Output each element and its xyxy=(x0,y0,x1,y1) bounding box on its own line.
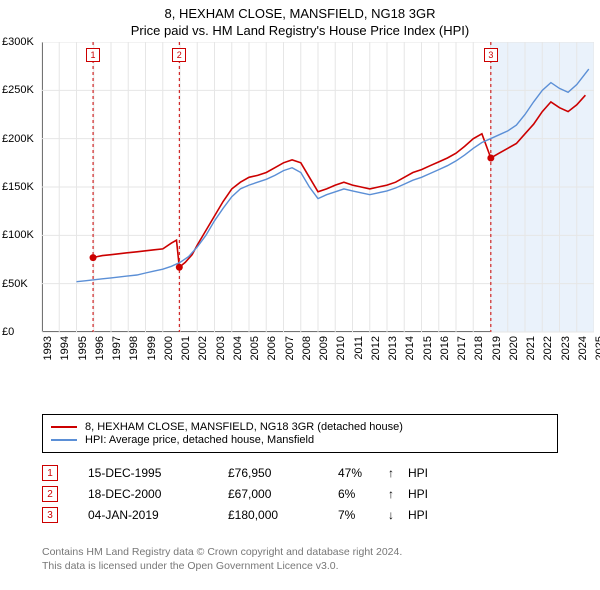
footer-line1: Contains HM Land Registry data © Crown c… xyxy=(42,545,558,559)
sale-hpi-label: HPI xyxy=(408,466,428,480)
y-tick-label: £300K xyxy=(2,36,34,48)
legend-label: HPI: Average price, detached house, Mans… xyxy=(85,434,314,446)
sale-marker-badge: 2 xyxy=(172,48,186,62)
y-tick-label: £50K xyxy=(2,278,28,290)
sale-direction-icon: ↓ xyxy=(388,508,408,522)
legend-swatch xyxy=(51,439,77,441)
x-tick-label: 2025 xyxy=(594,336,600,360)
y-tick-label: £150K xyxy=(2,181,34,193)
footer-line2: This data is licensed under the Open Gov… xyxy=(42,559,558,573)
sale-price: £76,950 xyxy=(228,466,338,480)
sale-pct: 7% xyxy=(338,508,388,522)
sale-date: 04-JAN-2019 xyxy=(88,508,228,522)
legend-box: 8, HEXHAM CLOSE, MANSFIELD, NG18 3GR (de… xyxy=(42,414,558,453)
sale-marker-dot xyxy=(176,264,183,271)
sale-price: £180,000 xyxy=(228,508,338,522)
sale-direction-icon: ↑ xyxy=(388,466,408,480)
footer-attribution: Contains HM Land Registry data © Crown c… xyxy=(42,545,558,573)
sale-direction-icon: ↑ xyxy=(388,487,408,501)
sale-hpi-label: HPI xyxy=(408,508,428,522)
y-tick-label: £100K xyxy=(2,229,34,241)
title-address: 8, HEXHAM CLOSE, MANSFIELD, NG18 3GR xyxy=(0,6,600,21)
sale-date: 15-DEC-1995 xyxy=(88,466,228,480)
title-block: 8, HEXHAM CLOSE, MANSFIELD, NG18 3GR Pri… xyxy=(0,0,600,38)
sales-table: 115-DEC-1995£76,95047%↑HPI218-DEC-2000£6… xyxy=(42,460,558,528)
sale-badge: 2 xyxy=(42,486,58,502)
sale-price: £67,000 xyxy=(228,487,338,501)
title-subtitle: Price paid vs. HM Land Registry's House … xyxy=(0,23,600,38)
chart-area: £0£50K£100K£150K£200K£250K£300K199319941… xyxy=(0,42,600,372)
sale-badge: 3 xyxy=(42,507,58,523)
sale-row: 2 18-DEC-2000£67,0006%↑HPI xyxy=(42,486,558,502)
sale-marker-badge: 1 xyxy=(86,48,100,62)
sale-marker-dot xyxy=(90,254,97,261)
sale-pct: 47% xyxy=(338,466,388,480)
chart-container: 8, HEXHAM CLOSE, MANSFIELD, NG18 3GR Pri… xyxy=(0,0,600,590)
sale-pct: 6% xyxy=(338,487,388,501)
sale-marker-badge: 3 xyxy=(484,48,498,62)
legend-row: HPI: Average price, detached house, Mans… xyxy=(51,434,549,446)
y-tick-label: £200K xyxy=(2,133,34,145)
sale-row: 1 15-DEC-1995£76,95047%↑HPI xyxy=(42,465,558,481)
y-tick-label: £250K xyxy=(2,84,34,96)
y-tick-label: £0 xyxy=(2,326,14,338)
sale-badge: 1 xyxy=(42,465,58,481)
sale-marker-dot xyxy=(487,155,494,162)
chart-svg xyxy=(0,42,594,336)
legend-swatch xyxy=(51,426,77,428)
legend-row: 8, HEXHAM CLOSE, MANSFIELD, NG18 3GR (de… xyxy=(51,421,549,433)
sale-date: 18-DEC-2000 xyxy=(88,487,228,501)
sale-hpi-label: HPI xyxy=(408,487,428,501)
sale-row: 3 04-JAN-2019£180,0007%↓HPI xyxy=(42,507,558,523)
legend-label: 8, HEXHAM CLOSE, MANSFIELD, NG18 3GR (de… xyxy=(85,421,403,433)
